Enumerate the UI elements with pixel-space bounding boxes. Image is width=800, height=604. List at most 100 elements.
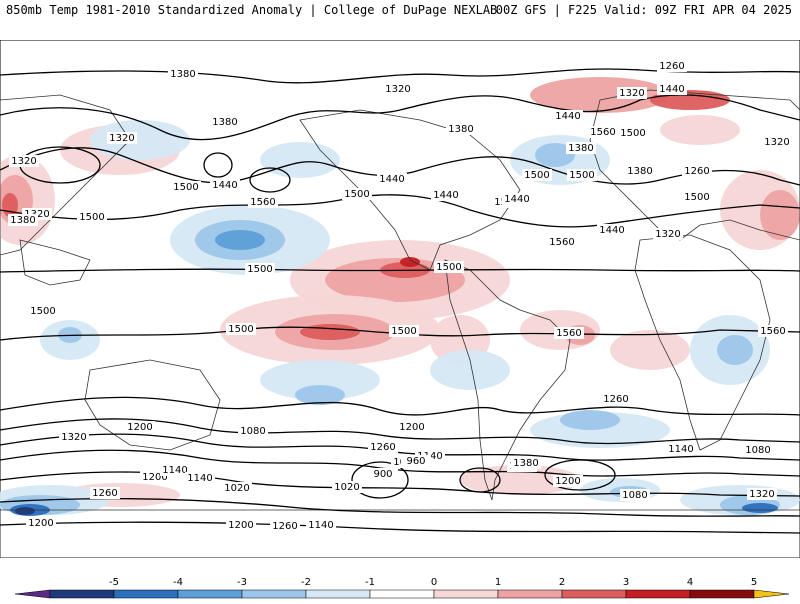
contour-label-bg [238,425,268,437]
contour-label-bg [397,421,427,433]
contour-label: 1260 [272,521,297,532]
contour-label: 1200 [127,422,152,433]
contour-label: 1560 [760,326,785,337]
contour-label: 1200 [142,472,167,483]
contour-label: 1320 [385,84,410,95]
colorbar-segment [689,589,755,599]
contour-label: 1320 [619,88,644,99]
contour-label-bg [226,519,256,531]
anomaly-patch [260,142,340,178]
contour-label-bg [446,123,476,135]
colorbar-tick-label: 4 [687,577,693,588]
continent-outline [634,234,771,451]
contour-label-bg [389,325,419,337]
height-contour [0,497,800,517]
contour-label-bg [222,482,252,494]
contour-label: 960 [406,456,425,467]
anomaly-patch [400,257,420,267]
contour-label-bg [332,481,362,493]
colorbar-segment [625,589,691,599]
contour-label: 1440 [433,190,458,201]
contour-label-bg [653,228,683,240]
contour-label-bg [28,305,58,317]
anomaly-patch [660,115,740,145]
colorbar-graphic: -5 -4 -3 -2 -1 0 1 2 3 4 5 [14,577,790,599]
model-run-info: 00Z GFS | F225 Valid: 09Z FRI APR 04 202… [495,3,792,17]
contour-label: 1320 [749,489,774,500]
contour-label: 1380 [170,69,195,80]
contour-label-bg [368,468,398,480]
contour-label-bg [566,142,596,154]
contour-label: 1020 [334,482,359,493]
contour-label: 1440 [599,225,624,236]
height-contour [0,418,800,445]
contour-label: 1380 [513,458,538,469]
colorbar-segment [561,589,627,599]
contour-label: 1500 [620,128,645,139]
colorbar-segment [113,589,179,599]
colorbar-tick-label: 5 [751,577,757,588]
contour-label: 1440 [555,111,580,122]
contour-label-bg [597,224,627,236]
contour-label: 1320 [109,133,134,144]
contour-label: 1500 [684,192,709,203]
contour-label: 1080 [240,426,265,437]
colorbar-segment [305,589,371,599]
contour-label-bg [601,393,631,405]
contour-label-bg [168,68,198,80]
contour-label-bg [270,520,300,532]
contour-label-bg [567,169,597,181]
anomaly-patch [460,465,580,495]
contour-label: 1020 [224,483,249,494]
contour-label-bg [401,455,431,467]
contour-label: 1200 [555,476,580,487]
contour-label: 1560 [590,127,615,138]
continent-outline [444,259,571,501]
colorbar-segment [369,589,435,599]
contour-label-bg [59,431,89,443]
contour-label-bg [617,87,647,99]
contour-label: 1260 [603,394,628,405]
contour-label-bg [682,165,712,177]
contour-label: 1080 [622,490,647,501]
contour-label-bg [625,165,655,177]
height-contour [0,326,800,341]
colorbar-min-arrow [14,589,51,599]
anomaly-patch [560,410,620,430]
contour-label-bg [77,211,107,223]
contour-label-bg [26,517,56,529]
height-contour [0,471,800,497]
contour-label-bg [383,83,413,95]
height-contour-closed [203,152,233,178]
colorbar-tick-label: 2 [559,577,565,588]
contour-label: 1500 [344,189,369,200]
contour-label: 1560 [250,197,275,208]
contour-label: 1380 [212,117,237,128]
contour-label: 1380 [10,215,35,226]
continent-outline [0,509,800,559]
contour-label-bg [657,60,687,72]
contour-label-bg [547,236,577,248]
anomaly-patch [260,360,380,400]
height-contour-closed [459,467,501,493]
colorbar-max-arrow [753,589,790,599]
contour-labels: 1380 1320 1260 1380 1440 1320 1320 1380 1500 1440… [8,60,792,532]
colorbar-segment [49,589,115,599]
contour-label-bg [657,83,687,95]
height-contour [0,521,800,534]
contour-label-bg [554,327,584,339]
continent-outlines [0,89,800,559]
anomaly-map: 1380 1320 1260 1380 1440 1320 1320 1380 1500 1440… [0,39,800,559]
contour-label: 1320 [61,432,86,443]
height-contour-closed [249,167,291,193]
contour-label: 1140 [187,473,212,484]
contour-label-bg [248,196,278,208]
contour-label: 1320 [655,229,680,240]
contour-label: 1440 [379,174,404,185]
contour-label-bg [342,188,372,200]
contour-label-bg [553,475,583,487]
map-title: 850mb Temp 1981-2010 Standardized Anomal… [6,3,498,17]
contour-label: 1500 [30,306,55,317]
contour-label: 900 [373,469,392,480]
height-contour [0,268,800,273]
